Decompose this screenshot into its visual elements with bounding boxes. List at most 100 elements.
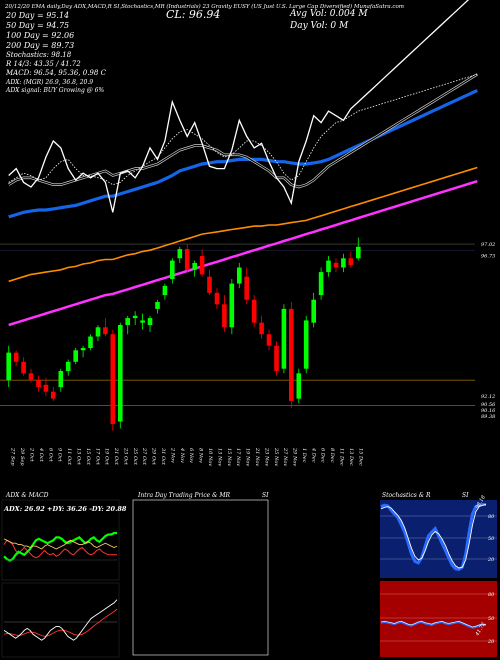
close-label: CL: 96.94 <box>166 8 221 21</box>
macd-line <box>3 599 118 641</box>
date-label: 29 Sep <box>19 447 25 466</box>
date-label: 11 Oct <box>66 448 72 466</box>
candle-body <box>73 350 78 362</box>
avg-volume: Avg Vol: 0.004 M <box>290 9 368 19</box>
intraday-panel-si: SI <box>262 492 269 499</box>
price-label: 90.56 <box>481 402 496 408</box>
stoch-d-line <box>380 504 487 569</box>
stoch-panel-title: Stochastics & R <box>382 492 431 499</box>
macd-panel <box>1 582 120 658</box>
date-label: 15 Dec <box>357 448 363 466</box>
adx-panel: ADX & MACD ADX: 26.92 +DY: 36.26 -DY: 20… <box>1 492 127 581</box>
date-label: 19 Nov <box>245 448 251 466</box>
candle-body <box>222 304 227 328</box>
candle-body <box>88 336 93 348</box>
date-label: 8 Nov <box>198 448 204 463</box>
reference-lines <box>0 243 475 406</box>
candle-body <box>237 267 242 284</box>
candle-body <box>51 391 56 399</box>
adx-panel-title: ADX & MACD <box>5 492 49 499</box>
date-label: 15 Oct <box>85 448 91 466</box>
candle-body <box>162 285 168 296</box>
close-overlay-line <box>8 0 470 213</box>
macd-signal-line <box>3 608 118 637</box>
candle-body <box>251 299 257 323</box>
candle-body <box>229 283 235 328</box>
stoch-panel-si: SI <box>462 492 469 499</box>
adx-line <box>3 538 118 550</box>
date-label: 27 Oct <box>141 447 147 466</box>
candle-body <box>192 262 197 270</box>
candle-body <box>184 249 190 270</box>
candle-body <box>103 327 108 335</box>
stat-ema20: 20 Day = 95.14 <box>6 11 70 20</box>
candle-body <box>318 272 324 296</box>
macd-lines <box>3 599 118 641</box>
date-label: 13 Dec <box>348 448 354 466</box>
candle-body <box>21 361 26 374</box>
date-label: 9 Oct <box>57 448 63 463</box>
candle-body <box>326 260 331 273</box>
date-label: 13 Oct <box>76 448 82 466</box>
candles <box>6 237 361 431</box>
date-label: 4 Nov <box>179 447 185 463</box>
date-label: 25 Nov <box>273 447 279 466</box>
rsi-level-50: 50 <box>488 616 495 622</box>
date-label: 29 Nov <box>292 447 298 466</box>
candle-body <box>147 318 153 325</box>
candle-body <box>155 302 160 309</box>
date-label: 31 Oct <box>160 448 166 466</box>
date-label: 11 Dec <box>339 448 345 466</box>
candle-body <box>65 361 71 371</box>
rsi-line <box>380 620 487 629</box>
date-label: 17 Oct <box>94 448 100 466</box>
candle-body <box>28 373 34 381</box>
minus-di-line <box>3 539 117 559</box>
candle-body <box>289 308 294 401</box>
candle-body <box>199 256 205 275</box>
candle-body <box>125 318 130 325</box>
candle-body <box>95 327 101 337</box>
price-label: 89.38 <box>481 414 495 420</box>
stat-macd: MACD: 96.54, 95.36, 0.98 C <box>6 69 106 77</box>
day-volume: Day Vol: 0 M <box>290 21 349 31</box>
rsi-level-20: 20 <box>487 639 495 645</box>
date-label: 13 Nov <box>216 448 222 466</box>
candle-body <box>348 258 354 266</box>
date-label: 10 Nov <box>207 448 213 466</box>
date-label: 27 Nov <box>282 447 288 466</box>
date-label: 6 Oct <box>47 448 53 463</box>
price-label: 92.12 <box>481 394 495 400</box>
date-label: 25 Oct <box>132 447 138 466</box>
adx-lines <box>3 531 118 562</box>
date-label: 27 Sep <box>10 447 16 466</box>
price-label: 96.73 <box>481 254 495 260</box>
date-label: 4 Oct <box>38 447 44 463</box>
date-label: 1 Dec <box>301 448 307 463</box>
stat-ema100: 100 Day = 92.06 <box>6 31 75 40</box>
price-label: 97.02 <box>481 242 495 248</box>
ema-lines <box>8 73 478 327</box>
stat-ema50: 50 Day = 94.75 <box>6 21 70 30</box>
rsi-signal-line <box>380 620 487 628</box>
adx-values: ADX: 26.92 +DY: 36.26 -DY: 20.88 <box>3 505 127 513</box>
date-label: 21 Oct <box>113 447 119 466</box>
stoch-k-line <box>380 503 486 571</box>
candle-body <box>207 276 212 293</box>
candle-body <box>356 246 361 259</box>
date-label: 8 Dec <box>329 448 335 463</box>
ema100-line <box>8 166 478 283</box>
candle-body <box>13 352 19 362</box>
date-label: 19 Oct <box>104 448 110 466</box>
date-label: 23 Nov <box>263 447 269 466</box>
price-label: 90.16 <box>481 408 496 414</box>
candle-body <box>132 315 138 319</box>
candle-body <box>110 334 116 424</box>
stoch-level-50: 50 <box>488 536 495 542</box>
candle-body <box>266 334 272 346</box>
candle-body <box>296 373 302 399</box>
stat-ema200: 200 Day = 89.73 <box>6 41 75 50</box>
rsi-panel: 80 50 20 41.72 <box>380 581 497 657</box>
